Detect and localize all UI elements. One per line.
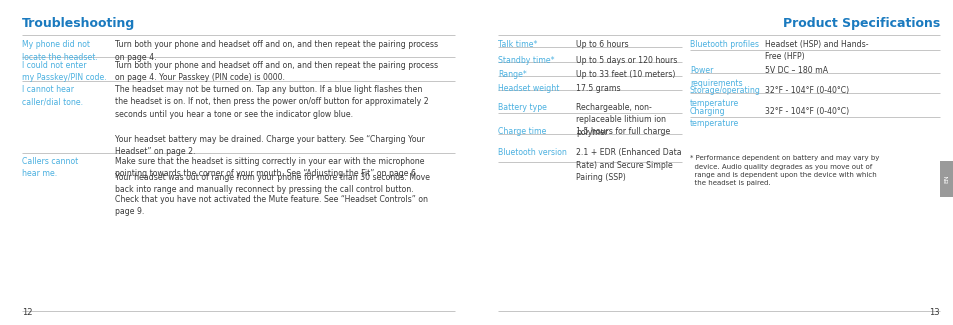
Text: Callers cannot
hear me.: Callers cannot hear me. (22, 157, 78, 178)
Text: Bluetooth version: Bluetooth version (497, 148, 566, 157)
Text: My phone did not
locate the headset.: My phone did not locate the headset. (22, 40, 98, 61)
Text: Up to 5 days or 120 hours: Up to 5 days or 120 hours (576, 56, 677, 65)
Text: Charge time: Charge time (497, 127, 546, 136)
Text: Battery type: Battery type (497, 103, 546, 112)
Text: Up to 6 hours: Up to 6 hours (576, 40, 628, 49)
Text: * Performance dependent on battery and may vary by
  device. Audio quality degra: * Performance dependent on battery and m… (689, 155, 879, 187)
Text: Power
requirements: Power requirements (689, 66, 741, 87)
Text: Make sure that the headset is sitting correctly in your ear with the microphone
: Make sure that the headset is sitting co… (115, 157, 428, 216)
Text: 32°F - 104°F (0-40°C): 32°F - 104°F (0-40°C) (764, 86, 848, 95)
Text: 13: 13 (928, 308, 939, 317)
Text: 12: 12 (22, 308, 32, 317)
Text: Headset weight: Headset weight (497, 84, 558, 93)
Text: 17.5 grams: 17.5 grams (576, 84, 620, 93)
Text: I could not enter
my Passkey/PIN code.: I could not enter my Passkey/PIN code. (22, 61, 107, 83)
Text: Rechargeable, non-
replaceable lithium ion
polymer: Rechargeable, non- replaceable lithium i… (576, 103, 665, 137)
Text: Up to 33 feet (10 meters): Up to 33 feet (10 meters) (576, 70, 675, 79)
Text: Headset (HSP) and Hands-
Free (HFP): Headset (HSP) and Hands- Free (HFP) (764, 40, 867, 61)
Text: Product Specifications: Product Specifications (781, 17, 939, 30)
Text: Troubleshooting: Troubleshooting (22, 17, 135, 30)
Text: EN: EN (943, 175, 948, 183)
Text: I cannot hear
caller/dial tone.: I cannot hear caller/dial tone. (22, 85, 83, 107)
Text: Standby time*: Standby time* (497, 56, 554, 65)
Text: 2.1 + EDR (Enhanced Data
Rate) and Secure Simple
Pairing (SSP): 2.1 + EDR (Enhanced Data Rate) and Secur… (576, 148, 680, 182)
Text: Bluetooth profiles: Bluetooth profiles (689, 40, 759, 49)
Text: Talk time*: Talk time* (497, 40, 537, 49)
Text: 5V DC – 180 mA: 5V DC – 180 mA (764, 66, 827, 75)
Text: Charging
temperature: Charging temperature (689, 107, 739, 128)
Text: Range*: Range* (497, 70, 526, 79)
FancyBboxPatch shape (939, 161, 953, 197)
Text: Turn both your phone and headset off and on, and then repeat the pairing process: Turn both your phone and headset off and… (115, 40, 437, 61)
Text: The headset may not be turned on. Tap any button. If a blue light flashes then
t: The headset may not be turned on. Tap an… (115, 85, 430, 194)
Text: 32°F - 104°F (0-40°C): 32°F - 104°F (0-40°C) (764, 107, 848, 116)
Text: 1.5 hours for full charge: 1.5 hours for full charge (576, 127, 670, 136)
Text: Storage/operating
temperature: Storage/operating temperature (689, 86, 760, 108)
Text: Turn both your phone and headset off and on, and then repeat the pairing process: Turn both your phone and headset off and… (115, 61, 437, 83)
